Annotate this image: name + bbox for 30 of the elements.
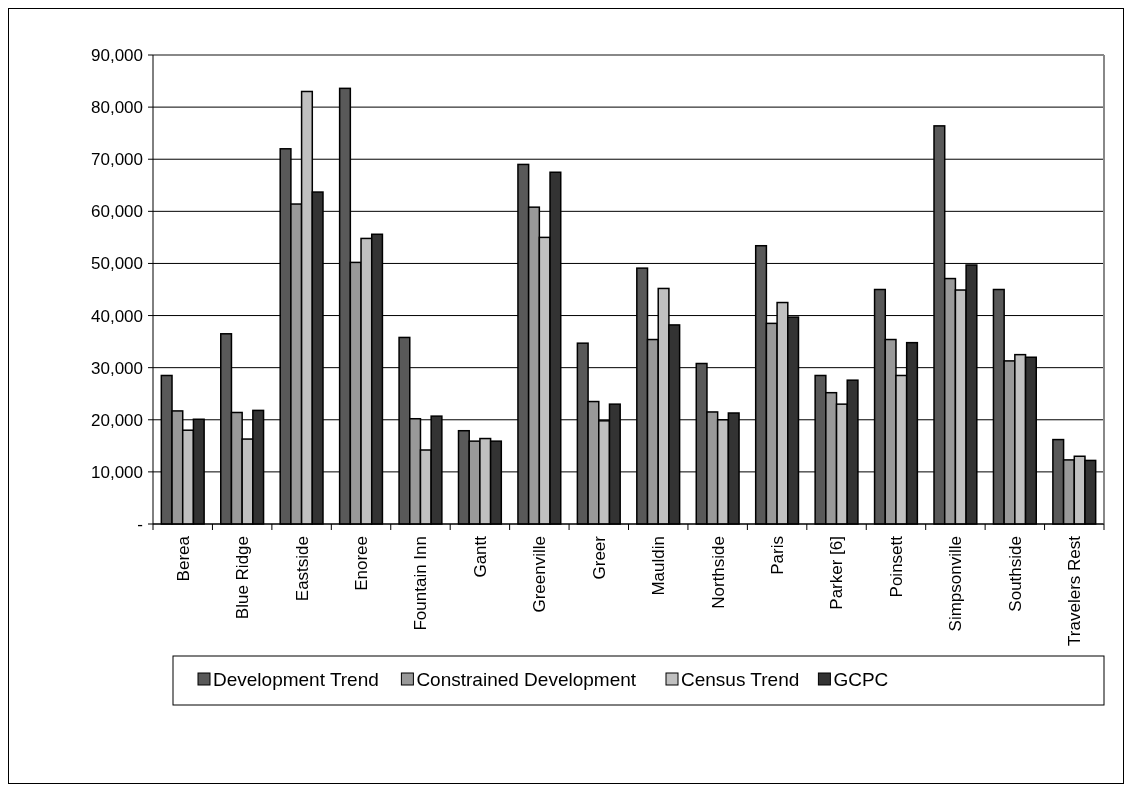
y-tick-label: 50,000	[91, 254, 143, 274]
y-tick-label: -	[137, 514, 143, 534]
y-tick-label: 20,000	[91, 410, 143, 430]
legend-label: GCPC	[833, 668, 889, 690]
x-tick-label: Simpsonville	[946, 536, 966, 632]
y-tick-label: 10,000	[91, 462, 143, 482]
y-tick-label: 40,000	[91, 306, 143, 326]
y-tick-label: 90,000	[91, 45, 143, 65]
x-tick-label: Fountain Inn	[411, 536, 431, 631]
x-tick-label: Southside	[1005, 536, 1025, 612]
x-tick-label: Enoree	[351, 536, 371, 591]
legend-label: Census Trend	[681, 668, 800, 690]
x-tick-label: Paris	[768, 536, 788, 575]
y-tick-label: 30,000	[91, 358, 143, 378]
x-tick-label: Mauldin	[649, 536, 669, 596]
legend-label: Development Trend	[213, 668, 379, 690]
x-tick-label: Gantt	[470, 535, 490, 578]
y-tick-label: 70,000	[91, 150, 143, 170]
x-tick-label: Greer	[589, 535, 609, 580]
x-tick-label: Poinsett	[886, 535, 906, 598]
x-tick-label: Eastside	[292, 536, 312, 602]
x-tick-label: Berea	[173, 535, 193, 582]
legend-label: Constrained Development	[416, 668, 637, 690]
x-tick-label: Blue Ridge	[233, 536, 253, 620]
y-tick-label: 80,000	[91, 98, 143, 118]
x-tick-label: Parker [6]	[827, 536, 847, 610]
x-tick-label: Greenville	[530, 536, 550, 613]
x-tick-label: Travelers Rest	[1065, 535, 1085, 646]
y-tick-label: 60,000	[91, 202, 143, 222]
x-tick-label: Northside	[708, 536, 728, 609]
